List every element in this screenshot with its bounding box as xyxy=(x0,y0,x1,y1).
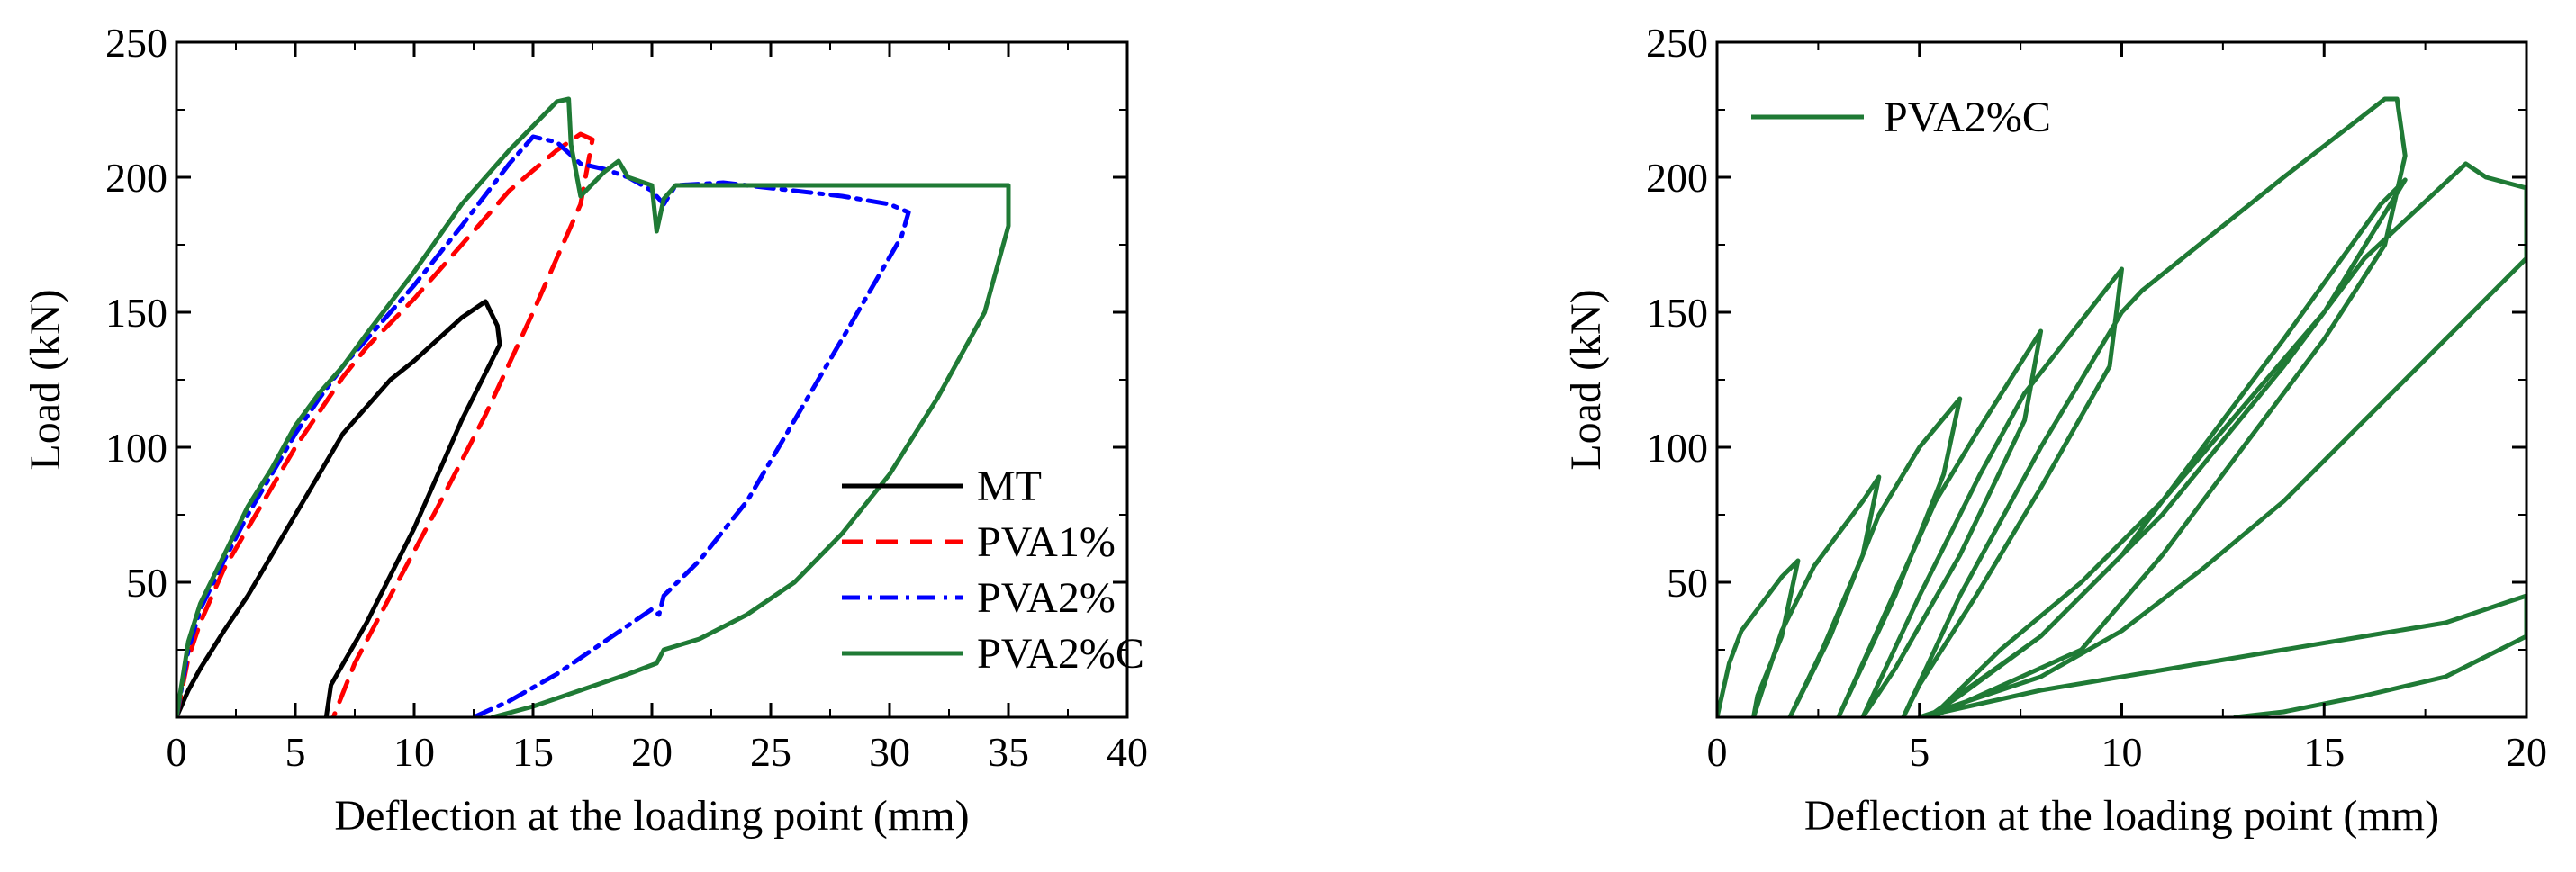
series-line-pva2-c xyxy=(176,96,1011,717)
y-tick-label: 200 xyxy=(105,155,167,201)
y-axis-label: Load (kN) xyxy=(1562,289,1610,470)
legend-label: PVA2% xyxy=(977,574,1116,622)
x-tick-label: 15 xyxy=(2303,729,2345,775)
x-tick-label: 10 xyxy=(2101,729,2143,775)
series-group xyxy=(1717,96,2526,717)
series-group xyxy=(176,96,1011,717)
x-tick-label: 15 xyxy=(512,729,554,775)
legend-label: MT xyxy=(977,463,1042,510)
x-tick-label: 40 xyxy=(1107,729,1148,775)
x-axis-label: Deflection at the loading point (mm) xyxy=(334,792,969,840)
x-tick-label: 20 xyxy=(631,729,673,775)
y-tick-label: 100 xyxy=(1646,425,1708,471)
legend-label: PVA2%C xyxy=(977,630,1144,678)
legend-label: PVA1% xyxy=(977,518,1116,566)
y-tick-label: 250 xyxy=(1646,20,1708,66)
y-tick-label: 150 xyxy=(105,290,167,336)
legend: MT PVA1% PVA2% PVA2%C xyxy=(842,463,1144,678)
x-tick-label: 25 xyxy=(750,729,791,775)
left-chart-panel: 0 5 10 15 20 25 30 35 40 50 100 150 200 250 Deflection… xyxy=(22,20,1148,840)
legend-label: PVA2%C xyxy=(1884,94,2051,141)
y-tick-label: 200 xyxy=(1646,155,1708,201)
legend: PVA2%C xyxy=(1751,94,2051,141)
x-tick-label: 0 xyxy=(1707,729,1728,775)
x-tick-label: 5 xyxy=(1909,729,1930,775)
y-tick-label: 50 xyxy=(1667,560,1708,606)
x-tick-label: 0 xyxy=(167,729,187,775)
x-tick-label: 10 xyxy=(393,729,435,775)
y-tick-label: 250 xyxy=(105,20,167,66)
series-line-pva1- xyxy=(176,131,595,717)
y-axis-label: Load (kN) xyxy=(22,289,69,470)
right-chart-panel: 0 5 10 15 20 50 100 150 200 250 Deflection at the … xyxy=(1562,20,2547,840)
x-tick-label: 35 xyxy=(988,729,1029,775)
series-line-mt xyxy=(176,299,502,717)
x-tick-label: 5 xyxy=(285,729,306,775)
series-line-pva2-c xyxy=(1717,96,2526,717)
x-axis-label: Deflection at the loading point (mm) xyxy=(1804,792,2439,840)
series-line-pva2- xyxy=(176,134,911,717)
x-tick-label: 20 xyxy=(2506,729,2547,775)
x-tick-label: 30 xyxy=(869,729,910,775)
y-tick-label: 100 xyxy=(105,425,167,471)
y-tick-label: 50 xyxy=(126,560,167,606)
y-tick-label: 150 xyxy=(1646,290,1708,336)
